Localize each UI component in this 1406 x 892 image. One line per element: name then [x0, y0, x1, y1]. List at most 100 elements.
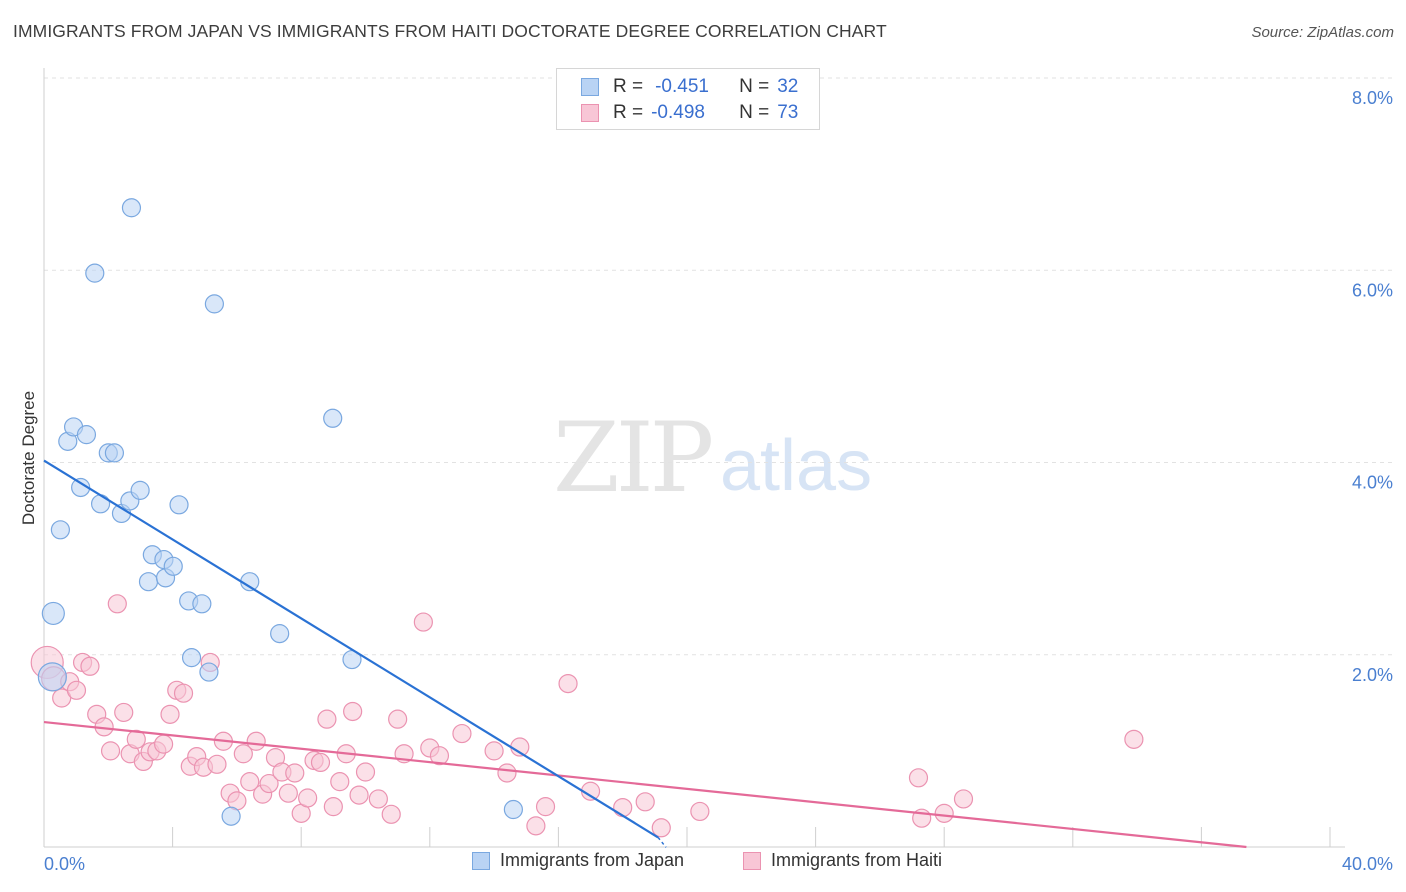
haiti-point [934, 803, 954, 823]
haiti-point [953, 789, 974, 809]
x-tick-label-max: 40.0% [1342, 854, 1393, 874]
haiti-swatch [581, 104, 599, 122]
japan-r-value: -0.451 [655, 76, 709, 97]
japan-point [90, 494, 111, 514]
japan-point [104, 443, 125, 463]
japan-point [130, 480, 150, 500]
haiti-point [233, 744, 253, 764]
legend-item-japan[interactable]: Immigrants from Japan [472, 850, 684, 871]
y-tick-label: 4.0% [1352, 473, 1393, 493]
japan-point [76, 425, 97, 445]
haiti-point [207, 754, 227, 774]
haiti-point [107, 594, 127, 614]
y-tick-label: 8.0% [1352, 88, 1393, 108]
japan-point [50, 520, 70, 540]
haiti-point [153, 734, 174, 754]
haiti-point [558, 673, 578, 694]
haiti-point [452, 723, 472, 744]
japan-point [323, 408, 343, 428]
haiti-point [298, 788, 318, 808]
haiti-point [388, 709, 408, 729]
japan-point [163, 556, 183, 576]
haiti-point [52, 688, 72, 708]
haiti-point [259, 773, 279, 794]
chart-title: IMMIGRANTS FROM JAPAN VS IMMIGRANTS FROM… [13, 21, 887, 41]
haiti-point [80, 656, 100, 676]
haiti-point [355, 762, 376, 782]
haiti-r-label: R = [613, 102, 644, 123]
haiti-point [535, 797, 556, 817]
haiti-point [908, 768, 929, 788]
japan-point [181, 648, 202, 668]
japan-r-label: R = [613, 76, 644, 97]
japan-trend-extension [657, 836, 667, 848]
gridlines [44, 77, 1392, 656]
japan-point [138, 572, 159, 592]
y-tick-label: 2.0% [1352, 665, 1393, 685]
haiti-point [1124, 729, 1144, 749]
japan-trend-line [43, 459, 659, 839]
axes [43, 68, 1345, 848]
haiti-point [66, 680, 87, 700]
japan-swatch [581, 78, 599, 96]
haiti-point [278, 783, 298, 803]
tick-labels: 2.0% 4.0% 6.0% 8.0% 0.0% 40.0% Doctorate Degre… [19, 88, 1393, 874]
legend-japan-swatch [472, 851, 490, 870]
haiti-point [690, 801, 710, 822]
haiti-point [526, 816, 546, 836]
haiti-point [173, 683, 194, 703]
japan-point [270, 624, 290, 644]
haiti-point [381, 804, 401, 824]
japan-point [204, 294, 224, 314]
haiti-point [285, 763, 305, 783]
x-tick-label-min: 0.0% [44, 854, 85, 874]
haiti-point [368, 789, 388, 809]
haiti-point [330, 772, 350, 792]
legend-japan-label: Immigrants from Japan [500, 850, 685, 870]
haiti-point [635, 792, 655, 812]
haiti-r-value: -0.498 [651, 102, 705, 123]
stats-legend: R = -0.451 N = 32 R = -0.498 N = 73 [556, 68, 820, 130]
stats-row-japan: R = -0.451 N = 32 [581, 75, 798, 99]
haiti-point [613, 797, 633, 818]
japan-point [41, 601, 65, 626]
trend-lines [43, 459, 1247, 849]
data-points [30, 198, 1144, 838]
haiti-point [323, 797, 343, 817]
haiti-point [349, 785, 369, 805]
haiti-point [651, 818, 671, 838]
legend-item-haiti[interactable]: Immigrants from Haiti [743, 850, 942, 871]
source-label: Source: ZipAtlas.com [1251, 24, 1394, 41]
haiti-point [484, 741, 504, 761]
japan-point [121, 198, 142, 218]
y-axis-title: Doctorate Degree [19, 391, 38, 525]
haiti-point [246, 731, 266, 751]
haiti-n-label: N = [739, 102, 770, 123]
japan-n-value: 32 [777, 76, 799, 97]
japan-point [199, 662, 219, 682]
japan-point [85, 263, 105, 283]
haiti-point [343, 701, 363, 722]
haiti-point [100, 741, 121, 761]
japan-point [503, 799, 523, 820]
bottom-legend: Immigrants from Japan Immigrants from Ha… [0, 850, 1406, 880]
legend-haiti-swatch [743, 851, 761, 870]
japan-point [221, 806, 241, 826]
stats-row-haiti: R = -0.498 N = 73 [581, 101, 798, 125]
haiti-point [413, 612, 433, 632]
haiti-trend-line [43, 720, 1247, 849]
japan-point [192, 594, 212, 614]
watermark-zip: ZIP [553, 402, 714, 514]
haiti-point [429, 746, 450, 766]
haiti-point [126, 729, 146, 749]
japan-n-label: N = [739, 76, 770, 97]
haiti-point [240, 772, 260, 792]
haiti-point [317, 709, 337, 729]
haiti-point [160, 704, 180, 724]
watermark-atlas: atlas [720, 426, 873, 506]
haiti-point [310, 752, 331, 773]
y-tick-label: 6.0% [1352, 280, 1393, 300]
haiti-point [114, 702, 134, 723]
japan-point [37, 662, 67, 692]
